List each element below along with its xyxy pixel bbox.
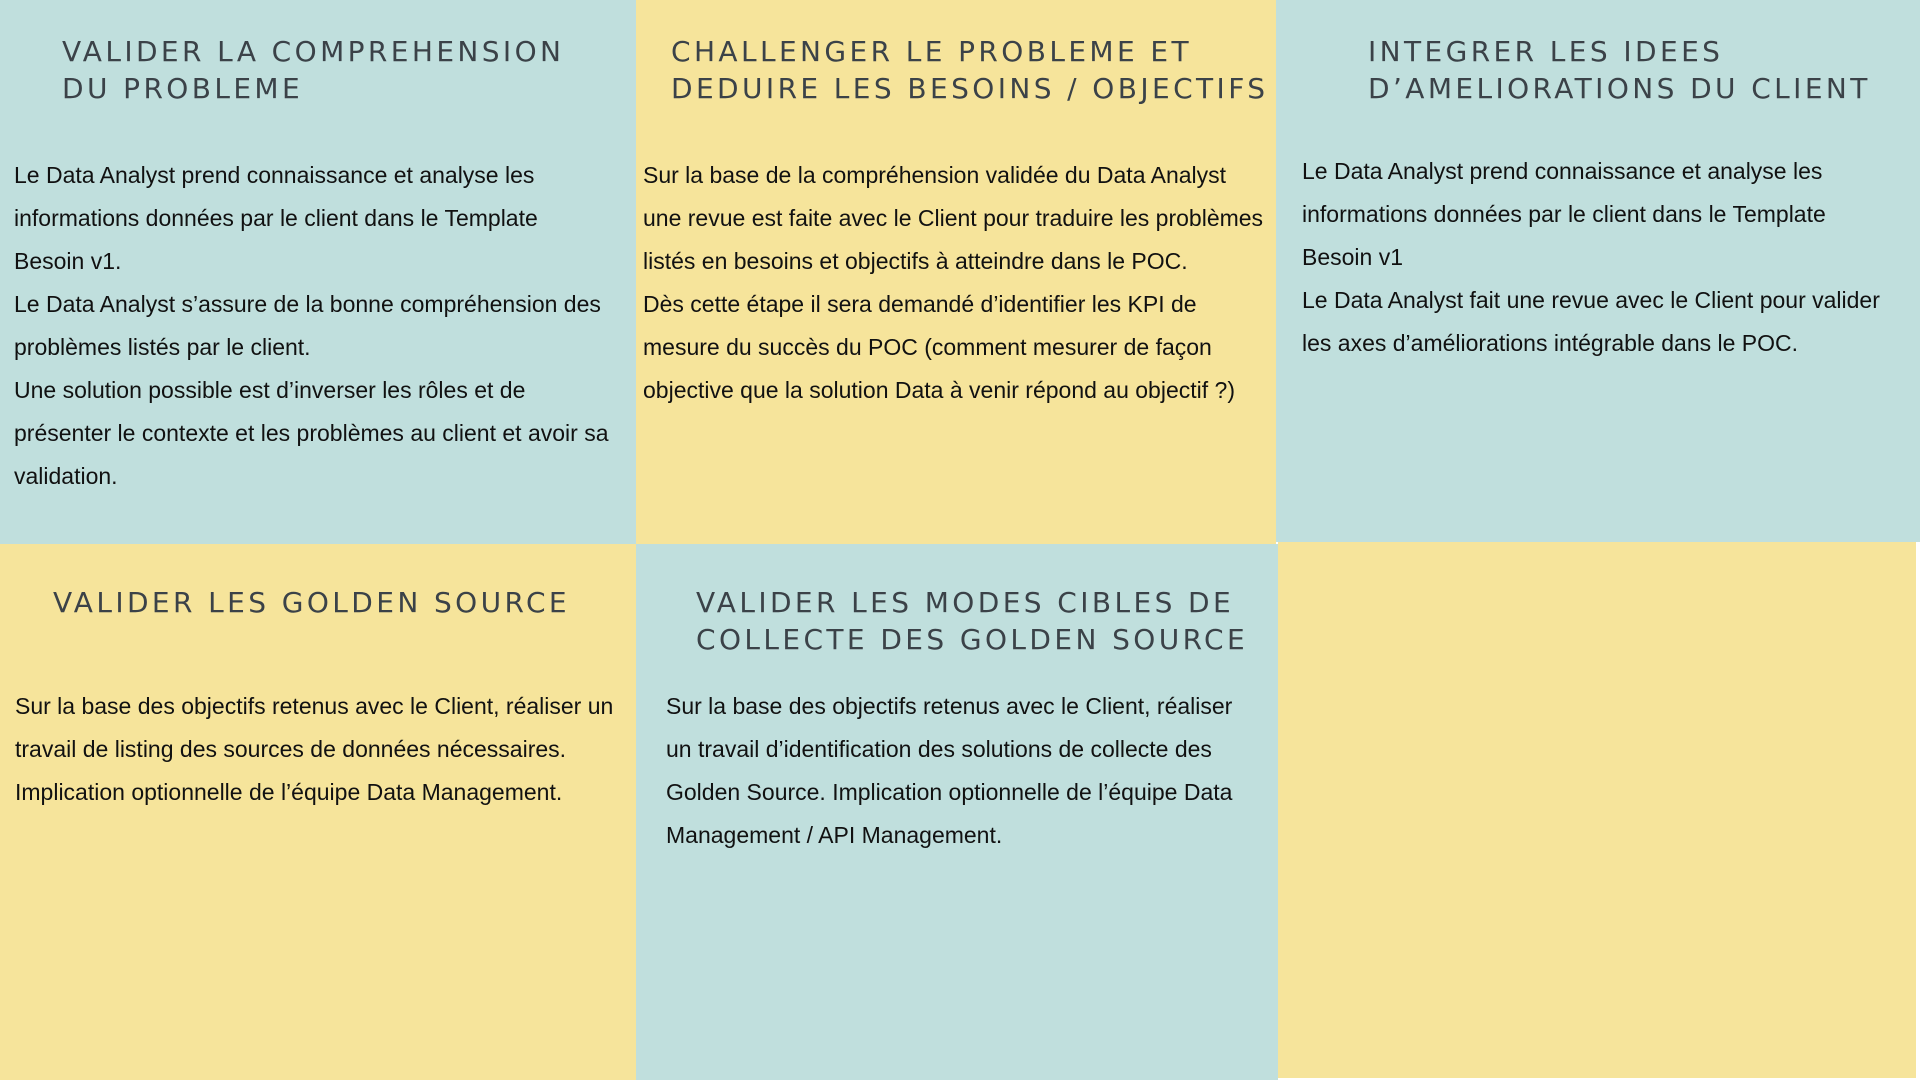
tile-paragraph: Sur la base des objectifs retenus avec l…	[15, 693, 614, 805]
tile-title: VALIDER LES MODES CIBLES DE COLLECTE DES…	[696, 584, 1266, 658]
tile-valider-comprehension: VALIDER LA COMPREHENSION DU PROBLEME Le …	[0, 0, 636, 544]
tile-body: Le Data Analyst prend connaissance et an…	[1302, 150, 1902, 365]
tile-valider-golden-source: VALIDER LES GOLDEN SOURCE Sur la base de…	[0, 544, 636, 1080]
tile-title-line: CHALLENGER LE PROBLEME ET	[671, 35, 1192, 68]
tile-title-line: VALIDER LA COMPREHENSION	[62, 35, 565, 68]
tile-valider-modes-collecte: VALIDER LES MODES CIBLES DE COLLECTE DES…	[636, 544, 1278, 1080]
tile-body: Sur la base des objectifs retenus avec l…	[666, 685, 1262, 857]
tile-title: CHALLENGER LE PROBLEME ET DEDUIRE LES BE…	[671, 33, 1271, 107]
tile-title-line: COLLECTE DES GOLDEN SOURCE	[696, 623, 1249, 656]
tile-paragraph: Sur la base des objectifs retenus avec l…	[666, 693, 1233, 848]
tile-paragraph: Le Data Analyst prend connaissance et an…	[14, 162, 538, 274]
tile-paragraph: Le Data Analyst s’assure de la bonne com…	[14, 291, 601, 360]
tile-title-line: VALIDER LES GOLDEN SOURCE	[53, 586, 570, 619]
tile-title-line: INTEGRER LES IDEES	[1368, 35, 1724, 68]
tile-title-line: DU PROBLEME	[62, 72, 304, 105]
tile-title: VALIDER LES GOLDEN SOURCE	[53, 584, 623, 621]
tile-integrer-idees: INTEGRER LES IDEES D’AMELIORATIONS DU CL…	[1276, 0, 1920, 542]
tile-paragraph: Une solution possible est d’inverser les…	[14, 377, 609, 489]
tile-title: VALIDER LA COMPREHENSION DU PROBLEME	[62, 33, 632, 107]
tile-paragraph: Sur la base de la compréhension validée …	[643, 162, 1264, 274]
tile-title-line: VALIDER LES MODES CIBLES DE	[696, 586, 1235, 619]
tile-body: Le Data Analyst prend connaissance et an…	[14, 154, 614, 498]
tile-paragraph: Le Data Analyst fait une revue avec le C…	[1302, 287, 1880, 356]
tile-body: Sur la base des objectifs retenus avec l…	[15, 685, 627, 814]
tile-paragraph: Dès cette étape il sera demandé d’identi…	[643, 291, 1235, 403]
tile-paragraph: Le Data Analyst prend connaissance et an…	[1302, 158, 1826, 270]
tile-title-line: DEDUIRE LES BESOINS / OBJECTIFS	[671, 72, 1269, 105]
tile-title: INTEGRER LES IDEES D’AMELIORATIONS DU CL…	[1368, 33, 1916, 107]
tile-body: Sur la base de la compréhension validée …	[643, 154, 1268, 412]
tile-empty	[1278, 542, 1916, 1078]
tile-title-line: D’AMELIORATIONS DU CLIENT	[1368, 72, 1871, 105]
tile-challenger-probleme: CHALLENGER LE PROBLEME ET DEDUIRE LES BE…	[636, 0, 1276, 544]
